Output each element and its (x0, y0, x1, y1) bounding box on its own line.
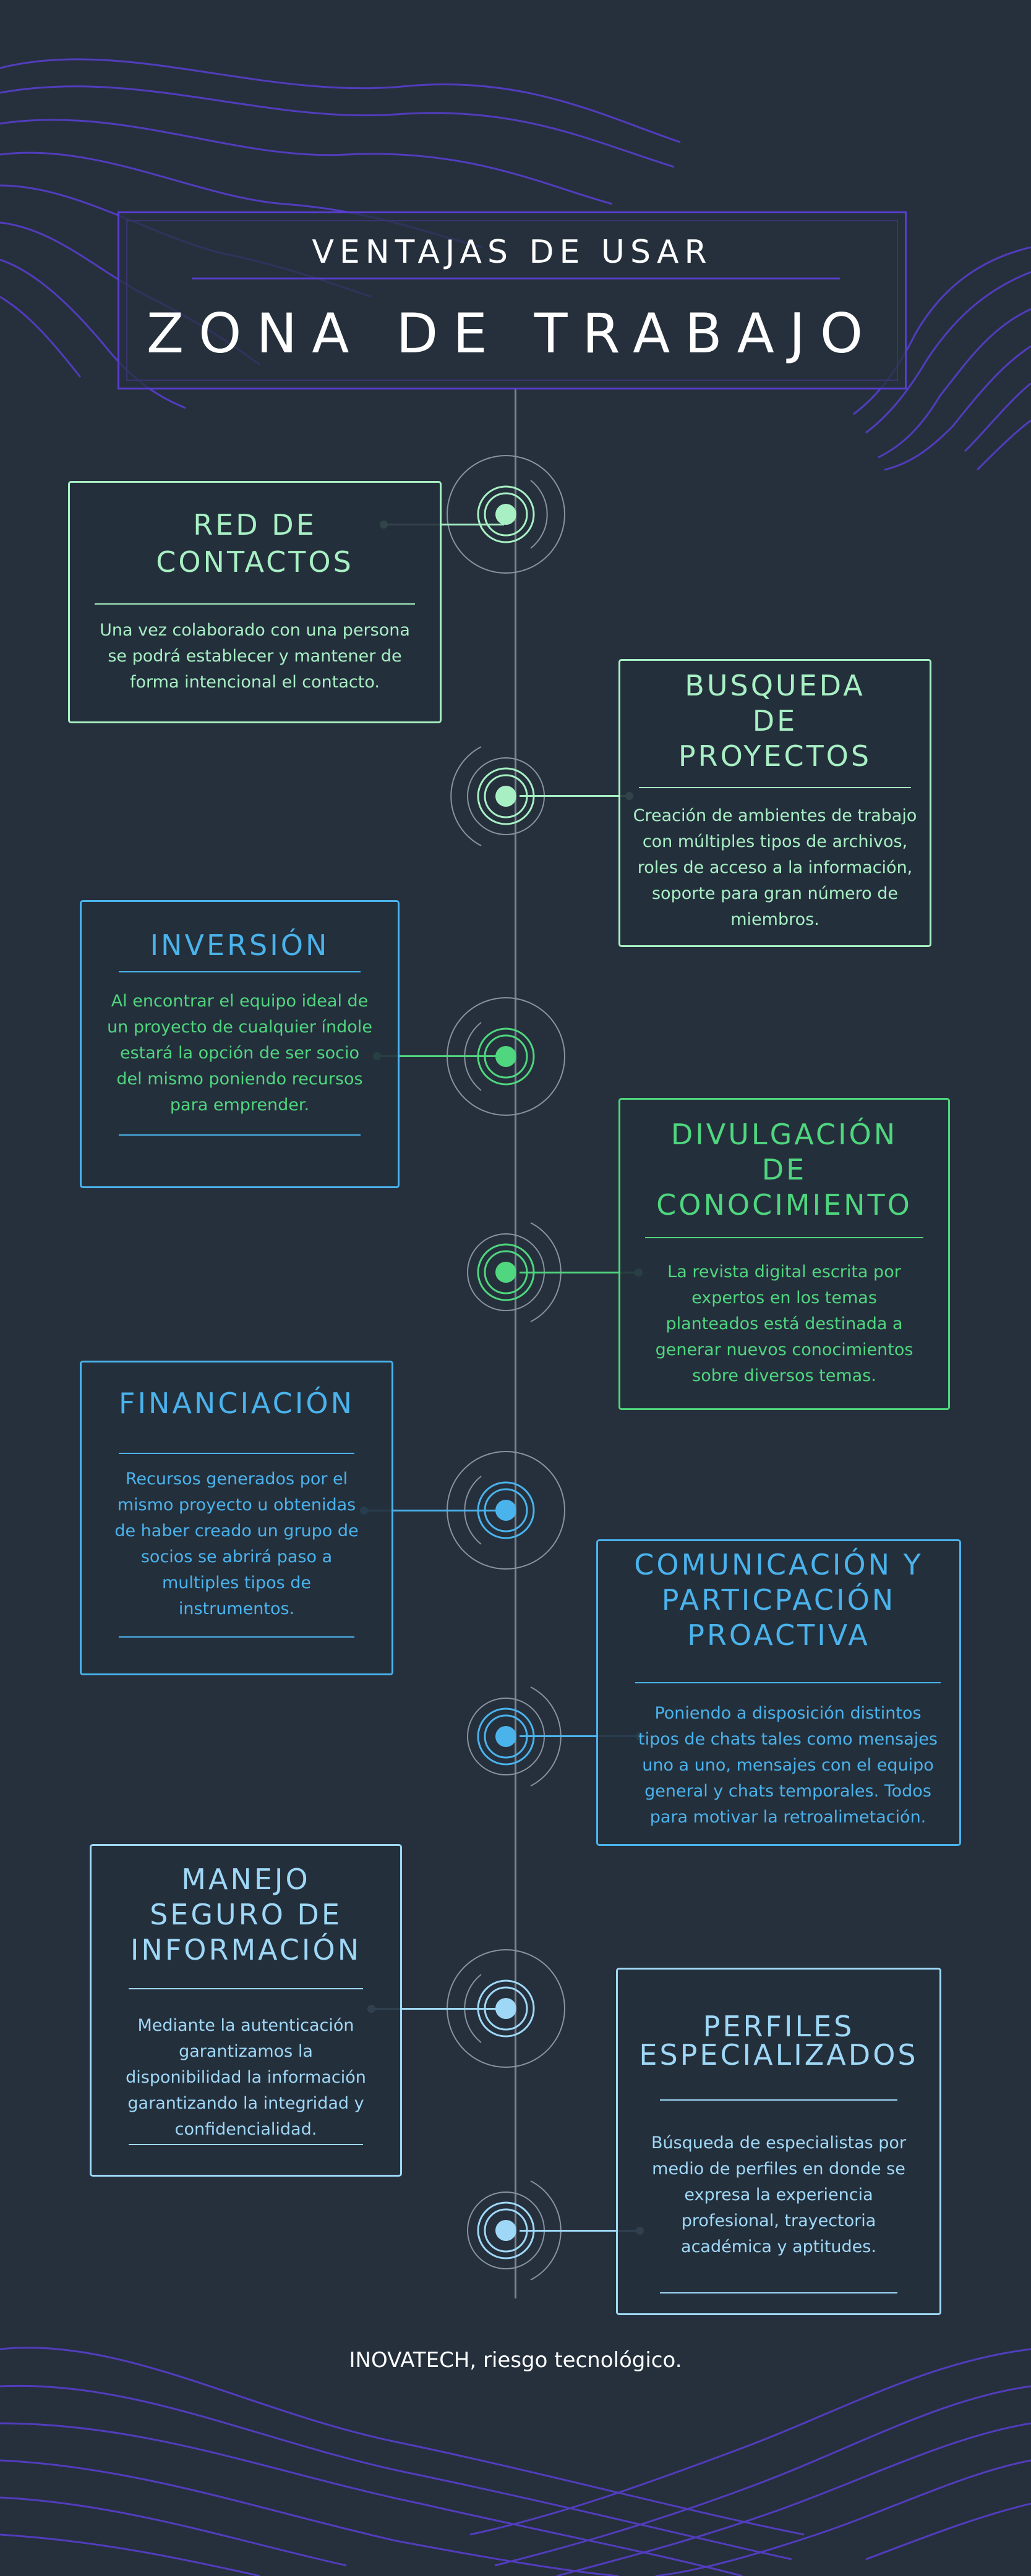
connector-1 (383, 524, 504, 525)
card-divider (129, 1988, 363, 1989)
card-body: Una vez colaborado con una persona se po… (100, 621, 410, 692)
connector-2 (520, 795, 631, 797)
card-body: Recursos generados por el mismo proyecto… (114, 1469, 359, 1618)
card-body: Creación de ambientes de trabajo con múl… (633, 806, 917, 929)
card-title-line: INVERSIÓN (150, 929, 330, 962)
connector-7 (374, 2008, 505, 2010)
card-divider (95, 603, 415, 605)
card-body: Búsqueda de especialistas por medio de p… (651, 2133, 907, 2256)
title-frame (118, 211, 907, 389)
card-title-line: INFORMACIÓN (130, 1933, 362, 1966)
card-manejo-seguro-de-informacion: MANEJO SEGURO DE INFORMACIÓN Mediante la… (90, 1844, 402, 2177)
card-title-line: CONOCIMIENTO (656, 1188, 912, 1222)
card-divider (639, 787, 911, 788)
page-subtitle: VENTAJAS DE USAR (312, 234, 712, 271)
timeline-spine (515, 389, 516, 2298)
card-financiacion: FINANCIACIÓN Recursos generados por el m… (80, 1361, 393, 1675)
card-title-line: SEGURO DE (150, 1898, 342, 1931)
card-body: Al encontrar el equipo ideal de un proye… (107, 992, 372, 1115)
card-busqueda-de-proyectos: BUSQUEDA DE PROYECTOS Creación de ambien… (618, 659, 931, 947)
card-divider (119, 1453, 354, 1454)
card-title-line: CONTACTOS (156, 545, 354, 579)
page-title: ZONA DE TRABAJO (146, 302, 878, 365)
card-divider (119, 971, 361, 972)
card-title-line: DE (761, 1153, 807, 1186)
card-body: Mediante la autenticación garantizamos l… (126, 2016, 366, 2139)
card-title-line: ESPECIALIZADOS (639, 2038, 918, 2072)
card-divider (660, 2292, 897, 2293)
card-title-line: MANEJO (181, 1863, 310, 1896)
card-divider (635, 1682, 941, 1683)
card-perfiles-especializados: PERFILES ESPECIALIZADOS Búsqueda de espe… (616, 1968, 941, 2315)
card-body: Poniendo a disposición distintos tipos d… (638, 1704, 938, 1827)
connector-6 (520, 1735, 640, 1737)
card-title-line: DE (752, 704, 798, 738)
card-title-line: PROACTIVA (687, 1618, 870, 1652)
card-title-line: PERFILES (703, 2010, 855, 2043)
timeline-node-1 (447, 455, 565, 574)
card-comunicacion-y-participacion: COMUNICACIÓN Y PARTICPACIÓN PROACTIVA Po… (596, 1539, 961, 1846)
footer-text: INOVATECH, riesgo tecnológico. (349, 2348, 682, 2373)
title-inner-frame (126, 220, 898, 381)
card-divider (119, 1134, 361, 1136)
card-title-line: RED DE (193, 508, 317, 542)
card-title-line: PARTICPACIÓN (661, 1583, 896, 1617)
card-divider (129, 2144, 363, 2145)
card-body: La revista digital escrita por expertos … (655, 1262, 913, 1385)
card-title-line: BUSQUEDA (685, 669, 865, 702)
card-divider (119, 1636, 354, 1638)
connector-3 (379, 1055, 505, 1057)
connector-5 (365, 1510, 505, 1511)
card-red-de-contactos: RED DE CONTACTOS Una vez colaborado con … (68, 481, 442, 723)
card-divider (660, 2099, 897, 2101)
connector-8 (520, 2230, 640, 2232)
card-divider (645, 1237, 923, 1238)
card-title-line: PROYECTOS (678, 739, 872, 773)
title-divider (192, 278, 840, 279)
card-title-line: FINANCIACIÓN (119, 1387, 354, 1420)
card-divulgacion-de-conocimiento: DIVULGACIÓN DE CONOCIMIENTO La revista d… (618, 1098, 950, 1410)
connector-4 (520, 1272, 637, 1273)
card-title-line: DIVULGACIÓN (670, 1118, 898, 1151)
card-inversion: INVERSIÓN Al encontrar el equipo ideal d… (80, 900, 400, 1188)
card-title-line: COMUNICACIÓN Y (634, 1548, 923, 1581)
